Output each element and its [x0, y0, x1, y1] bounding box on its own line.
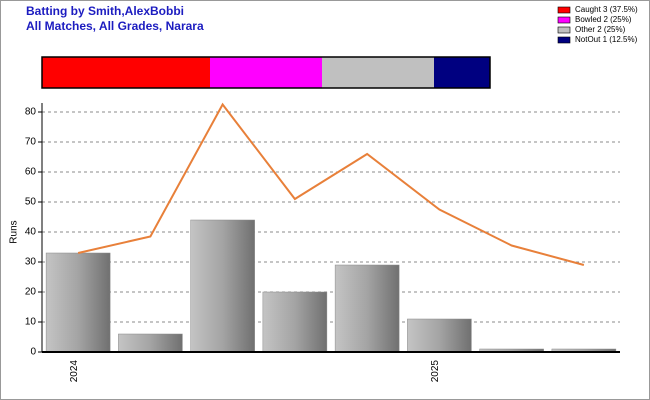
legend-swatch: [557, 6, 571, 14]
y-tick-label: 30: [25, 257, 37, 268]
stacked-segment: [322, 57, 434, 88]
y-tick-label: 20: [25, 287, 37, 298]
legend-label: NotOut 1 (12.5%): [575, 35, 638, 44]
line: [77, 102, 585, 266]
stacked-segment: [434, 57, 490, 88]
legend-swatch: [557, 16, 571, 24]
y-axis-label: Runs: [9, 220, 20, 243]
bar: [118, 333, 183, 353]
y-tick-label: 0: [30, 347, 36, 358]
legend-swatch: [557, 36, 571, 44]
x-tick-label: 2025: [430, 360, 441, 383]
bar: [262, 291, 328, 353]
bar: [334, 264, 400, 353]
chart-subtitle: All Matches, All Grades, Narara: [26, 19, 204, 33]
stacked-segment: [42, 57, 210, 88]
bar: [45, 252, 111, 353]
y-tick-label: 60: [25, 167, 37, 178]
y-tick-label: 10: [25, 317, 37, 328]
y-tick-label: 70: [25, 137, 37, 148]
bar: [190, 219, 255, 353]
legend-swatch: [557, 26, 571, 34]
legend-label: Bowled 2 (25%): [575, 15, 632, 24]
legend-label: Caught 3 (37.5%): [575, 5, 638, 14]
y-tick-label: 80: [25, 107, 37, 118]
stacked-segment: [210, 57, 322, 88]
stacked-frame: [41, 56, 491, 89]
legend-label: Other 2 (25%): [575, 25, 626, 34]
y-tick-label: 40: [25, 227, 37, 238]
y-tick-label: 50: [25, 197, 37, 208]
chart-title: Batting by Smith,AlexBobbi: [26, 4, 184, 18]
x-tick-label: 2024: [69, 360, 80, 383]
bar: [407, 318, 472, 353]
